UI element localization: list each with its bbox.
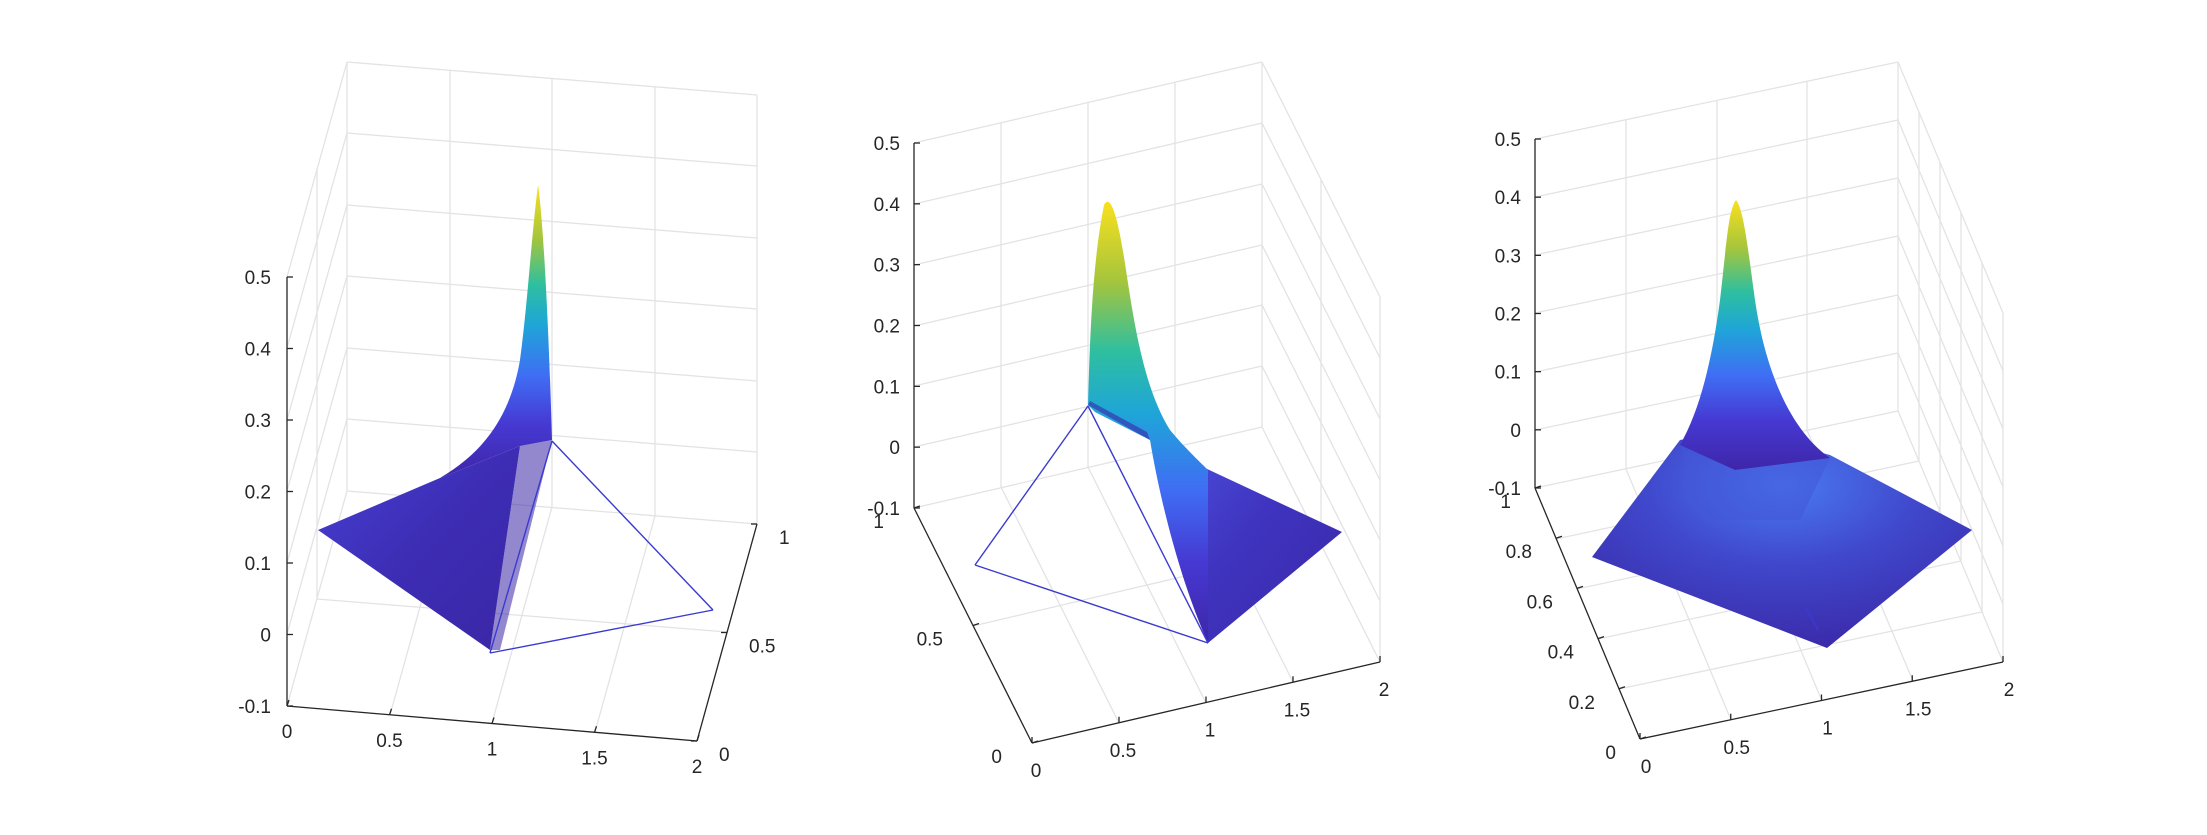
y-tick-mark (1555, 535, 1563, 539)
y-tick-label: 0.5 (749, 637, 775, 658)
y-tick-mark (1639, 736, 1647, 740)
panel-1-triangle-outline (489, 440, 714, 654)
x-tick-label: 2 (2004, 680, 2015, 701)
y-tick-label: 1 (1500, 492, 1511, 513)
y-tick-label: 0 (991, 747, 1002, 768)
panel-3-surface (1592, 200, 1972, 648)
x-tick-label: 2 (1379, 680, 1390, 701)
y-tick-label: 0 (719, 745, 730, 766)
y-tick-label: 0.6 (1527, 592, 1553, 613)
x-tick-label: 2 (692, 757, 703, 778)
x-tick-label: 1.5 (581, 748, 607, 769)
z-tick-label: 0.4 (245, 340, 272, 361)
panel-1-surface-peak (440, 185, 552, 478)
z-tick-label: -0.1 (867, 499, 900, 520)
z-tick-label: 0.2 (874, 317, 900, 338)
z-tick-label: 0.1 (245, 554, 271, 575)
x-tick-label: 1.5 (1905, 699, 1931, 720)
x-tick-label: 1.5 (1284, 700, 1310, 721)
y-tick-label: 0 (1605, 743, 1616, 764)
y-tick-mark (1597, 635, 1605, 640)
x-tick-label: 0.5 (376, 731, 402, 752)
panel-2-surface-shade (1088, 401, 1150, 440)
y-tick-mark (1618, 686, 1626, 690)
y-tick-label: 0.8 (1506, 542, 1532, 563)
z-tick-label: 0 (1510, 421, 1521, 442)
z-tick-label: 0 (889, 438, 900, 459)
y-tick-mark (1576, 585, 1584, 590)
y-tick-label: 0.2 (1569, 693, 1595, 714)
panel-2-surface-peak (1088, 201, 1208, 644)
x-tick-label: 1 (1205, 721, 1216, 742)
z-tick-label: 0.1 (874, 377, 900, 398)
z-tick-label: 0.5 (874, 134, 900, 155)
y-tick-label: 1 (873, 512, 884, 533)
x-tick-label: 0 (282, 722, 293, 743)
panel-1-ticks: 0 0.5 1 1.5 200.51-0.100.10.20.30.40.5 (238, 268, 789, 778)
z-tick-label: 0.5 (245, 268, 271, 289)
z-tick-label: -0.1 (238, 697, 271, 718)
y-tick-mark (972, 622, 980, 627)
z-tick-label: 0.3 (1495, 246, 1521, 267)
z-tick-label: 0.1 (1495, 363, 1521, 384)
panel-3-triangle-outline (1805, 607, 1819, 631)
panel-3-grid (1534, 61, 2004, 721)
panel-1-surface-base (318, 446, 520, 650)
panel-2-axes (913, 143, 1381, 744)
x-tick-label: 0 (1641, 757, 1652, 778)
panel-2-triangle-outline (974, 405, 1209, 644)
x-tick-label: 1 (1822, 719, 1833, 740)
panel-3-surface-base (1592, 430, 1972, 648)
x-tick-mark (491, 717, 495, 724)
x-tick-mark (286, 699, 290, 707)
y-tick-label: 1 (779, 528, 790, 549)
z-tick-label: 0.5 (1495, 130, 1521, 151)
x-tick-label: 0.5 (1110, 741, 1136, 762)
x-tick-mark (388, 708, 393, 715)
y-tick-label: 0.5 (917, 630, 943, 651)
panel-1-surface (318, 185, 552, 650)
panel-1: 0 0.5 1 1.5 200.51-0.100.10.20.30.40.5 (238, 61, 790, 778)
z-tick-label: 0.3 (245, 411, 271, 432)
y-tick-mark (1031, 740, 1039, 744)
x-tick-label: 0.5 (1724, 738, 1750, 759)
y-tick-label: 0.4 (1548, 643, 1575, 664)
z-tick-label: 0.2 (245, 483, 271, 504)
x-tick-mark (593, 726, 598, 733)
panel-2-surface (1088, 201, 1342, 644)
z-tick-label: -0.1 (1488, 479, 1521, 500)
panel-3-surface-peak (1680, 200, 1830, 470)
z-tick-label: 0 (260, 626, 271, 647)
x-tick-label: 1 (487, 740, 498, 761)
x-tick-mark (696, 734, 700, 742)
panel-3-ticks: 00.511.5200.20.40.60.81-0.100.10.20.30.4… (1488, 130, 2014, 778)
z-tick-label: 0.4 (874, 195, 901, 216)
x-tick-label: 0 (1031, 761, 1042, 782)
z-tick-label: 0.3 (874, 256, 900, 277)
panel-3: 00.511.5200.20.40.60.81-0.100.10.20.30.4… (1488, 61, 2014, 778)
z-tick-label: 0.2 (1495, 305, 1521, 326)
panel-3-surface-blend (1680, 445, 1830, 520)
z-tick-label: 0.4 (1495, 188, 1522, 209)
